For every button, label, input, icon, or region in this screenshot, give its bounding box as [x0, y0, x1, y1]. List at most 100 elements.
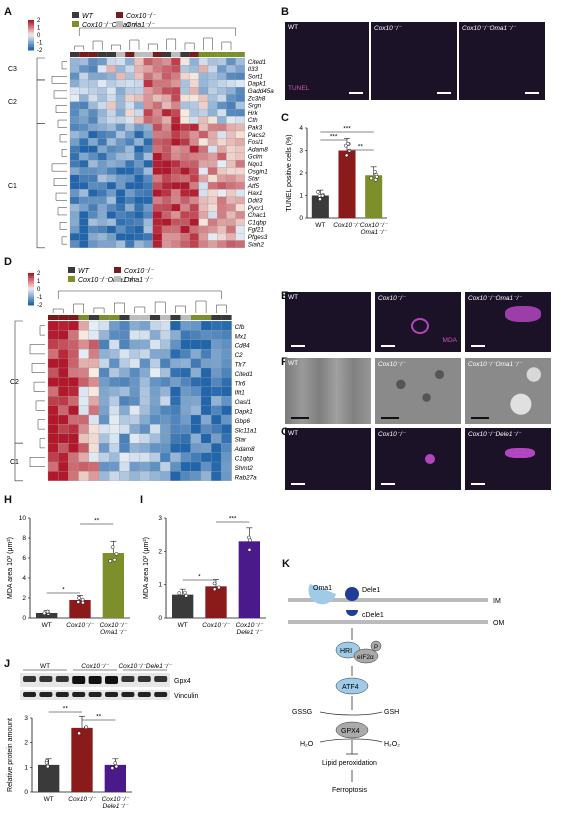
heatmap-cell [161, 233, 172, 241]
heatmap-cell [160, 471, 171, 481]
heatmap-cell [79, 145, 89, 154]
significance-label: *** [343, 126, 351, 133]
heatmap-cell [189, 108, 199, 117]
heatmap-cell [149, 414, 161, 425]
image-label: Cox10⁻/⁻ [374, 25, 402, 32]
heatmap-cell [180, 189, 190, 197]
heatmap-cell [97, 79, 107, 88]
heatmap-cell [129, 405, 140, 416]
heatmap-cell [180, 116, 190, 124]
color-scale-tick: -1 [37, 41, 43, 47]
heatmap-cell [200, 452, 212, 463]
heatmap-cell [106, 160, 117, 168]
heatmap-cell [171, 203, 181, 212]
heatmap-cell [47, 330, 59, 340]
significance-label: ** [94, 518, 100, 525]
heatmap-cell [88, 108, 98, 117]
gpx4-band [72, 676, 86, 684]
heatmap-cell [198, 240, 209, 248]
heatmap-cell [106, 101, 117, 110]
heatmap-cell [106, 225, 117, 234]
color-scale-segment [28, 274, 34, 277]
vinculin-band [137, 692, 151, 697]
heatmap-cell [106, 174, 117, 183]
heatmap-cell [235, 138, 245, 146]
heatmap-cell [69, 79, 80, 88]
image-label: Cox10⁻/⁻Oma1⁻/⁻ [462, 25, 516, 32]
bar [69, 600, 91, 618]
color-scale-segment [28, 23, 34, 25]
heatmap-cell [97, 196, 107, 205]
heatmap-cell [47, 396, 59, 406]
heatmap-cell [217, 181, 227, 190]
data-point [373, 169, 377, 174]
inner-membrane [288, 598, 488, 602]
sample-annotation-cell [129, 315, 140, 320]
heatmap-cell [226, 203, 236, 212]
heatmap-cell [221, 396, 232, 406]
gene-label: Cd84 [235, 343, 251, 350]
gene-label: Gbp6 [235, 418, 251, 425]
heatmap-cell [217, 160, 227, 168]
y-tick-label: 1 [24, 764, 28, 771]
heatmap-cell [125, 79, 135, 88]
color-scale-segment [28, 289, 34, 292]
heatmap-cell [78, 471, 89, 481]
heatmap-cell [88, 211, 98, 219]
tunel-image-wt: WT TUNEL [285, 22, 369, 100]
legend-swatch [68, 267, 75, 273]
heatmap-cell [198, 138, 209, 146]
data-point [373, 177, 378, 182]
heatmap-cell [115, 116, 126, 124]
heatmap-cell [143, 240, 153, 248]
heatmap-cell [180, 433, 191, 444]
heatmap-cell [143, 130, 153, 139]
heatmap-cell [226, 79, 236, 88]
heatmap-cell [190, 471, 202, 481]
heatmap-cell [68, 405, 79, 416]
heatmap-cell [207, 57, 218, 66]
significance-label: * [198, 574, 201, 581]
heatmap-cell [180, 174, 190, 183]
heatmap-cell [134, 218, 144, 227]
heatmap-cell [171, 233, 181, 241]
heatmap-cell [88, 414, 100, 425]
heatmap-cell [109, 349, 120, 359]
data-point [344, 153, 349, 158]
heatmap-cell [69, 108, 80, 117]
column-dendrogram-branch [93, 307, 105, 313]
heatmap-cell [180, 203, 190, 212]
heatmap-cell [171, 130, 181, 139]
color-scale-segment [28, 30, 34, 33]
heatmap-cell [79, 211, 89, 219]
heatmap-cell [171, 138, 181, 146]
data-point [347, 148, 352, 153]
atf4-label: ATF4 [342, 684, 359, 691]
heatmap-cell [200, 396, 212, 406]
row-dendrogram-branch [57, 207, 67, 216]
heatmap-cell [161, 130, 172, 139]
heatmap-cell [129, 471, 140, 481]
heatmap-cell [149, 330, 161, 340]
heatmap-cell [180, 471, 191, 481]
cluster-bracket [36, 79, 45, 124]
heatmap-cell [106, 65, 117, 73]
vinculin-band [23, 692, 36, 697]
heatmap-cell [170, 433, 181, 444]
y-axis-label: Relative protein amount [7, 718, 14, 792]
image-label: Cox10⁻/⁻Dele1⁻/⁻ [468, 431, 522, 438]
heatmap-cell [119, 377, 130, 387]
heatmap-cell [97, 123, 107, 132]
heatmap-cell [235, 79, 245, 88]
data-point [183, 590, 187, 595]
heatmap-cell [226, 240, 236, 248]
heatmap-cell [79, 101, 89, 110]
heatmap-cell [79, 240, 89, 248]
heatmap-cell [78, 367, 89, 378]
heatmap-cell [207, 152, 218, 161]
heatmap-cell [180, 167, 190, 175]
heatmap-cell [134, 130, 144, 139]
column-dendrogram-branch [166, 38, 177, 50]
heatmap-cell [98, 414, 110, 425]
heatmap-cell [115, 57, 126, 66]
